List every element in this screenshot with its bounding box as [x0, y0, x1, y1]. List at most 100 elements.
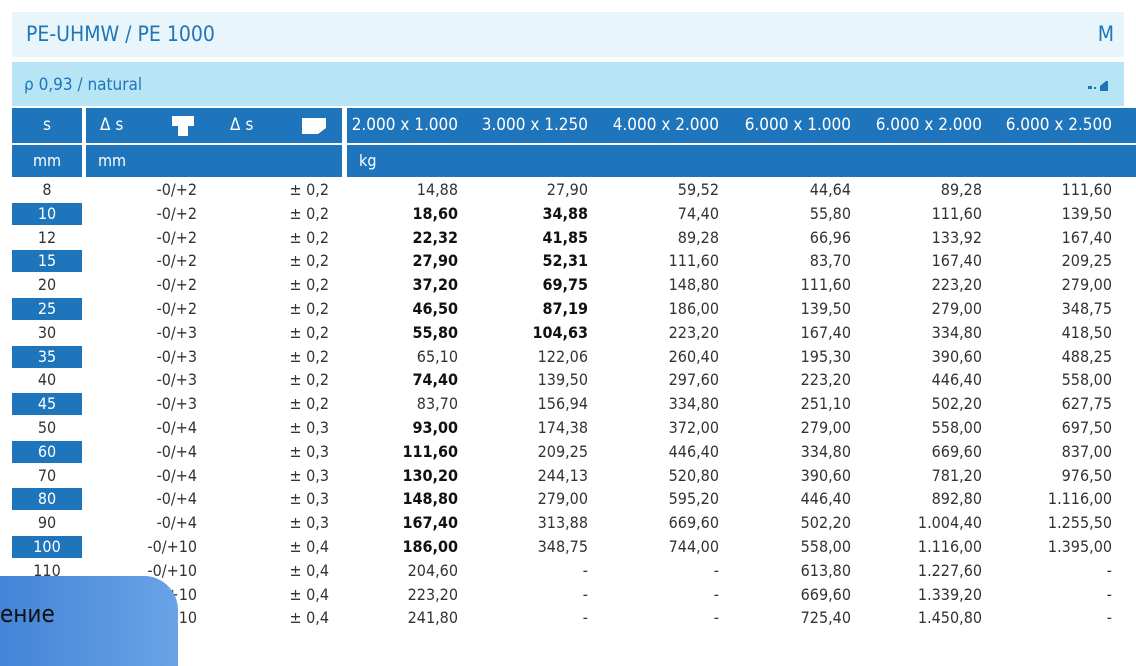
- weight-cell: 488,25: [1061, 346, 1112, 366]
- weight-cell: 46,50: [412, 299, 458, 318]
- weight-cell: 83,70: [809, 251, 851, 271]
- badge: M: [1097, 22, 1114, 46]
- weight-cell: 223,20: [800, 370, 851, 390]
- thickness-cell: 50: [37, 418, 57, 437]
- weight-cell: 558,00: [800, 537, 851, 556]
- tolerance-cell: -0/+2: [156, 203, 197, 223]
- tolerance-cell: -0/+3: [156, 370, 197, 390]
- tolerance-cell: -0/+10: [147, 560, 197, 580]
- weight-cell: 204,60: [407, 560, 458, 580]
- weight-cell: 18,60: [412, 203, 458, 223]
- weight-cell: 279,00: [800, 418, 851, 437]
- thickness-cell: 12: [37, 227, 57, 247]
- weight-cell: 446,40: [931, 370, 982, 390]
- thickness-cell: 70: [37, 465, 57, 485]
- thickness-cell: 90: [37, 513, 57, 533]
- tolerance-cell: -0/+2: [156, 275, 197, 295]
- tolerance-cell: -0/+3: [156, 346, 197, 366]
- weight-cell: 418,50: [1061, 322, 1112, 342]
- weight-cell: 83,70: [416, 394, 458, 414]
- tolerance-cell: ± 0,2: [289, 346, 329, 366]
- weight-cell: -: [582, 608, 588, 628]
- weight-cell: 148,80: [668, 275, 719, 295]
- weight-cell: 186,00: [668, 299, 719, 318]
- weight-cell: 390,60: [931, 346, 982, 366]
- weight-cell: 313,88: [537, 513, 588, 533]
- weight-cell: 139,50: [1061, 203, 1112, 223]
- tolerance-cell: -0/+10: [147, 537, 197, 556]
- tolerance-cell: ± 0,3: [289, 441, 329, 461]
- weight-cell: 1.255,50: [1047, 513, 1112, 533]
- tolerance-cell: ± 0,4: [289, 560, 329, 580]
- tolerance-cell: ± 0,2: [289, 299, 329, 318]
- weight-cell: 241,80: [407, 608, 458, 628]
- thickness-cell: 40: [37, 370, 57, 390]
- weight-cell: -: [713, 560, 719, 580]
- weight-cell: 44,64: [809, 180, 851, 199]
- weight-cell: 22,32: [412, 227, 458, 247]
- tolerance-cell: ± 0,2: [289, 251, 329, 271]
- tolerance-cell: ± 0,4: [289, 537, 329, 556]
- thickness-cell: 80: [12, 488, 82, 511]
- icon: [1088, 81, 1108, 91]
- weight-cell: 167,40: [800, 322, 851, 342]
- weight-cell: 1.339,20: [917, 584, 982, 604]
- weight-cell: 502,20: [931, 394, 982, 414]
- tolerance-cell: ± 0,2: [289, 227, 329, 247]
- tolerance-cell: -0/+4: [156, 465, 197, 485]
- header-bar: PE-UHMW / PE 1000 M: [12, 12, 1124, 57]
- weight-cell: 65,10: [416, 346, 458, 366]
- weight-cell: 186,00: [402, 537, 458, 556]
- weight-cell: 520,80: [668, 465, 719, 485]
- weight-cell: 1.004,40: [917, 513, 982, 533]
- tolerance-cell: ± 0,2: [289, 322, 329, 342]
- thickness-cell: 10: [12, 202, 82, 225]
- tolerance-cell: -0/+4: [156, 441, 197, 461]
- thickness-cell: 45: [12, 393, 82, 416]
- weight-cell: 334,80: [800, 441, 851, 461]
- sheet-icon: [302, 118, 326, 134]
- thickness-cell: 20: [37, 275, 57, 295]
- overlay-button[interactable]: ение: [0, 576, 178, 666]
- tolerance-cell: -0/+3: [156, 394, 197, 414]
- weight-cell: 976,50: [1061, 465, 1112, 485]
- head-cell: 6.000 x 2.000: [875, 115, 982, 135]
- weight-cell: -: [582, 560, 588, 580]
- weight-cell: 446,40: [800, 489, 851, 509]
- thickness-cell: 35: [12, 345, 82, 368]
- tolerance-cell: -0/+2: [156, 251, 197, 271]
- weight-cell: 139,50: [537, 370, 588, 390]
- tolerance-cell: -0/+2: [156, 227, 197, 247]
- weight-cell: 167,40: [931, 251, 982, 271]
- head-cell: 2.000 x 1.000: [351, 115, 458, 135]
- tolerance-cell: ± 0,2: [289, 203, 329, 223]
- head-cell: Δ s: [100, 115, 124, 135]
- tolerance-cell: ± 0,3: [289, 465, 329, 485]
- tolerance-cell: -0/+4: [156, 513, 197, 533]
- weight-cell: 69,75: [542, 275, 588, 295]
- weight-cell: 781,20: [931, 465, 982, 485]
- density: ρ 0,93 / natural: [24, 75, 143, 95]
- weight-cell: 174,38: [537, 418, 588, 437]
- weight-cell: 446,40: [668, 441, 719, 461]
- tolerance-cell: ± 0,2: [289, 180, 329, 199]
- weight-cell: 223,20: [931, 275, 982, 295]
- weight-cell: 669,60: [668, 513, 719, 533]
- weight-cell: 279,00: [931, 299, 982, 318]
- weight-cell: 111,60: [1061, 180, 1112, 199]
- weight-cell: 558,00: [1061, 370, 1112, 390]
- weight-cell: -: [1106, 560, 1112, 580]
- weight-cell: 372,00: [668, 418, 719, 437]
- weight-cell: 87,19: [542, 299, 588, 318]
- weight-cell: 89,28: [940, 180, 982, 199]
- head-cell: s: [12, 108, 82, 143]
- thickness-cell: 8: [42, 180, 52, 199]
- weight-cell: 334,80: [668, 394, 719, 414]
- tolerance-cell: ± 0,3: [289, 489, 329, 509]
- weight-cell: -: [713, 608, 719, 628]
- weight-cell: 133,92: [931, 227, 982, 247]
- tolerance-cell: ± 0,2: [289, 370, 329, 390]
- weight-cell: 1.116,00: [917, 537, 982, 556]
- weight-cell: 627,75: [1061, 394, 1112, 414]
- weight-cell: 111,60: [931, 203, 982, 223]
